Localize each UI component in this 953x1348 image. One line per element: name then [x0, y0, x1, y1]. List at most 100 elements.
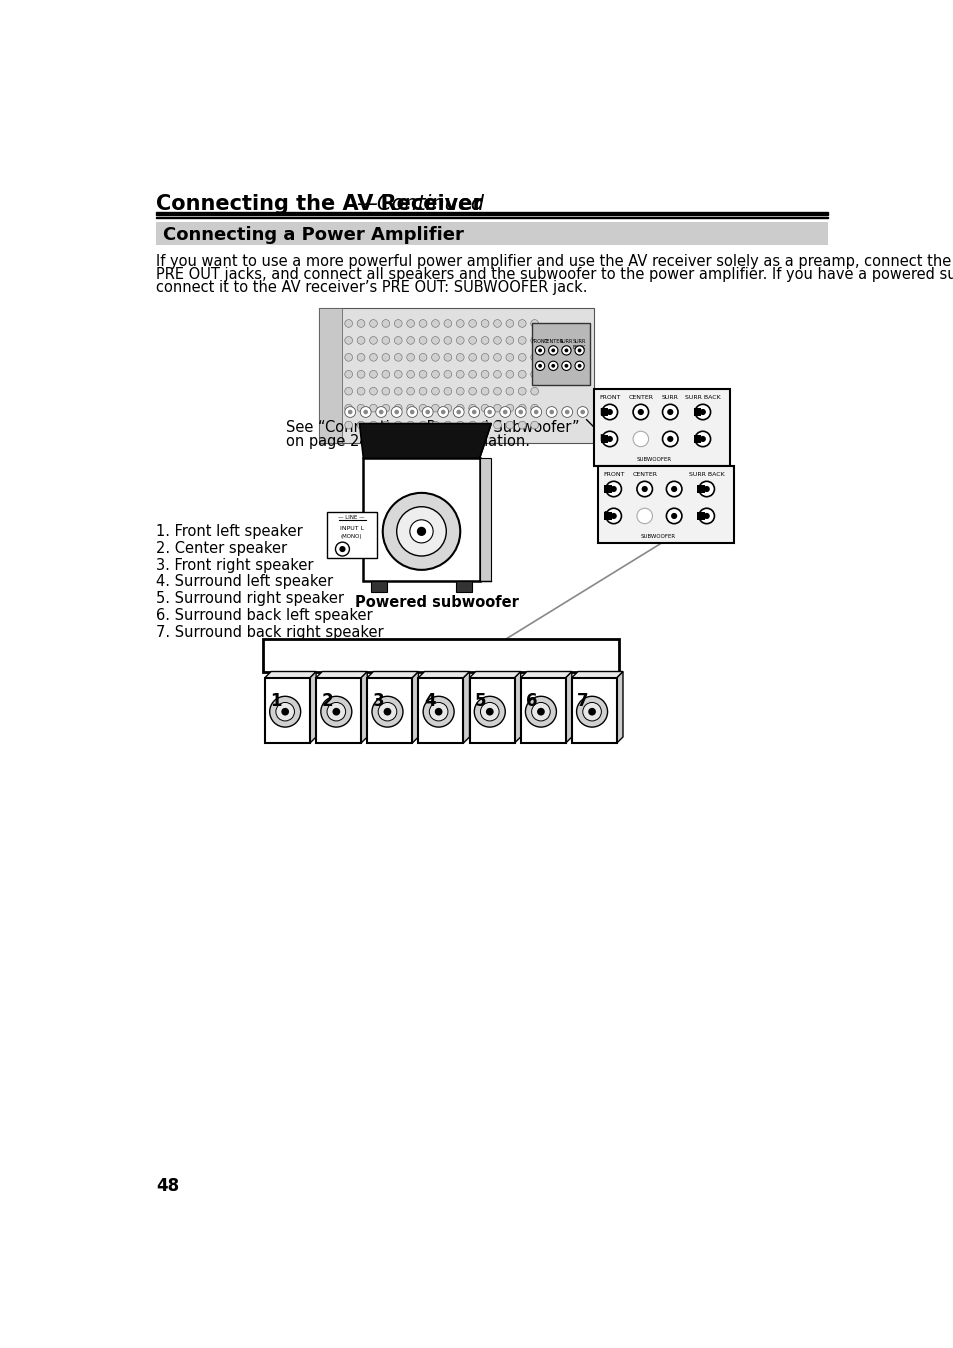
Circle shape — [517, 421, 525, 429]
Circle shape — [530, 407, 541, 418]
Circle shape — [435, 708, 442, 716]
Text: FRONT: FRONT — [598, 395, 619, 400]
Text: 6: 6 — [525, 692, 537, 709]
Circle shape — [431, 353, 439, 361]
Circle shape — [530, 337, 537, 344]
Text: 2: 2 — [321, 692, 333, 709]
Text: 48: 48 — [156, 1177, 179, 1194]
Circle shape — [564, 410, 569, 414]
Circle shape — [499, 407, 510, 418]
Circle shape — [422, 407, 433, 418]
Circle shape — [406, 407, 417, 418]
Circle shape — [377, 702, 396, 721]
Circle shape — [468, 421, 476, 429]
Circle shape — [394, 410, 398, 414]
Circle shape — [525, 697, 556, 727]
Circle shape — [418, 404, 427, 412]
Circle shape — [537, 349, 541, 352]
Bar — [604, 485, 612, 493]
Circle shape — [637, 508, 652, 523]
Circle shape — [418, 337, 427, 344]
Circle shape — [381, 353, 390, 361]
Circle shape — [480, 387, 488, 395]
Bar — [599, 435, 608, 442]
Polygon shape — [360, 671, 367, 743]
Circle shape — [601, 404, 617, 419]
Text: If you want to use a more powerful power amplifier and use the AV receiver solel: If you want to use a more powerful power… — [156, 255, 953, 270]
Bar — [693, 435, 700, 442]
Circle shape — [356, 371, 365, 379]
Circle shape — [360, 407, 371, 418]
Text: Connecting a Power Amplifier: Connecting a Power Amplifier — [162, 226, 463, 244]
Text: 5. Surround right speaker: 5. Surround right speaker — [156, 592, 344, 607]
Bar — [594, 390, 729, 466]
Circle shape — [437, 407, 448, 418]
Text: SUBWOOFER: SUBWOOFER — [636, 457, 671, 462]
Text: SURR
BACK: SURR BACK — [573, 338, 586, 349]
Circle shape — [695, 404, 710, 419]
Bar — [265, 678, 310, 743]
Circle shape — [561, 407, 572, 418]
Circle shape — [369, 421, 377, 429]
Text: FRONT: FRONT — [531, 338, 548, 344]
Circle shape — [588, 708, 596, 716]
Text: (MONO): (MONO) — [340, 534, 362, 539]
Circle shape — [699, 481, 714, 496]
Circle shape — [549, 410, 554, 414]
Circle shape — [564, 364, 568, 368]
Circle shape — [425, 410, 430, 414]
Circle shape — [456, 404, 464, 412]
Text: L: L — [598, 407, 602, 417]
Text: CENTER: CENTER — [543, 338, 562, 344]
Polygon shape — [418, 671, 469, 678]
Polygon shape — [514, 671, 520, 743]
Circle shape — [699, 408, 705, 415]
Text: SURR: SURR — [661, 395, 678, 400]
Bar — [604, 512, 612, 520]
Circle shape — [699, 508, 714, 523]
Circle shape — [391, 407, 402, 418]
Circle shape — [579, 410, 584, 414]
Circle shape — [575, 361, 583, 371]
Circle shape — [493, 404, 500, 412]
Circle shape — [356, 404, 365, 412]
Circle shape — [406, 387, 415, 395]
Circle shape — [485, 708, 493, 716]
Circle shape — [378, 410, 383, 414]
Bar — [156, 212, 827, 214]
Bar — [456, 581, 472, 592]
Circle shape — [375, 407, 386, 418]
Circle shape — [517, 371, 525, 379]
Circle shape — [348, 410, 353, 414]
Circle shape — [431, 319, 439, 328]
Circle shape — [582, 702, 600, 721]
Polygon shape — [617, 671, 622, 743]
Circle shape — [418, 387, 427, 395]
Circle shape — [530, 404, 537, 412]
Circle shape — [410, 410, 415, 414]
Circle shape — [576, 697, 607, 727]
Circle shape — [530, 387, 537, 395]
Circle shape — [505, 353, 513, 361]
Circle shape — [344, 404, 353, 412]
Circle shape — [356, 319, 365, 328]
Circle shape — [487, 410, 492, 414]
Text: 4: 4 — [423, 692, 435, 709]
Text: SURR BACK: SURR BACK — [688, 472, 724, 477]
Circle shape — [429, 702, 448, 721]
Circle shape — [666, 435, 673, 442]
Circle shape — [381, 319, 390, 328]
Bar — [469, 678, 514, 743]
Circle shape — [505, 337, 513, 344]
Circle shape — [537, 364, 541, 368]
Circle shape — [443, 319, 452, 328]
Circle shape — [410, 520, 433, 543]
Circle shape — [661, 404, 678, 419]
Circle shape — [456, 410, 460, 414]
Circle shape — [443, 337, 452, 344]
Circle shape — [661, 431, 678, 446]
Circle shape — [406, 404, 415, 412]
Circle shape — [443, 387, 452, 395]
Circle shape — [505, 319, 513, 328]
Circle shape — [394, 353, 402, 361]
